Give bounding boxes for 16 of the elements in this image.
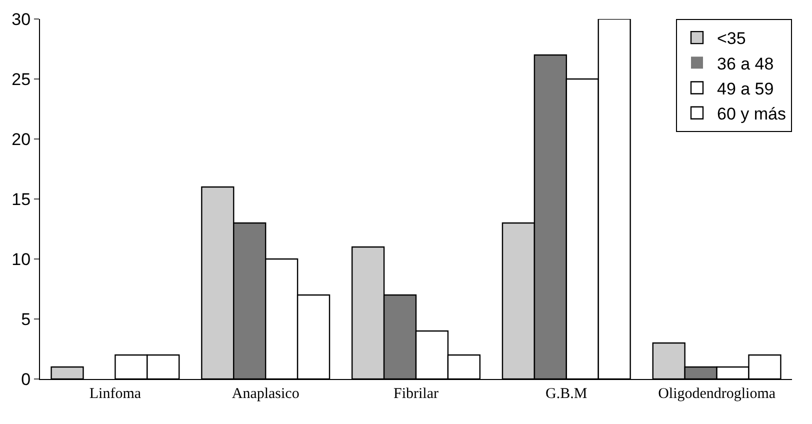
x-tick-label: Fibrilar bbox=[394, 386, 438, 402]
y-tick-label: 10 bbox=[12, 250, 31, 269]
legend-label: <35 bbox=[717, 29, 746, 48]
legend-label: 60 y más bbox=[717, 104, 786, 124]
x-tick-label: Anaplasico bbox=[232, 386, 300, 402]
y-tick-label: 5 bbox=[21, 310, 31, 329]
x-tick-label: Linfoma bbox=[89, 386, 142, 402]
y-tick-label: 20 bbox=[12, 130, 31, 149]
legend-label: 49 a 59 bbox=[717, 79, 774, 98]
y-tick-label: 25 bbox=[12, 70, 31, 89]
y-tick-label: 15 bbox=[12, 190, 31, 209]
x-tick-label: G.B.M bbox=[546, 386, 588, 402]
y-tick-label: 30 bbox=[12, 10, 31, 29]
x-tick-label: Oligodendroglioma bbox=[658, 386, 776, 402]
legend-label: 36 a 48 bbox=[717, 54, 774, 74]
y-tick-label: 0 bbox=[21, 370, 31, 389]
